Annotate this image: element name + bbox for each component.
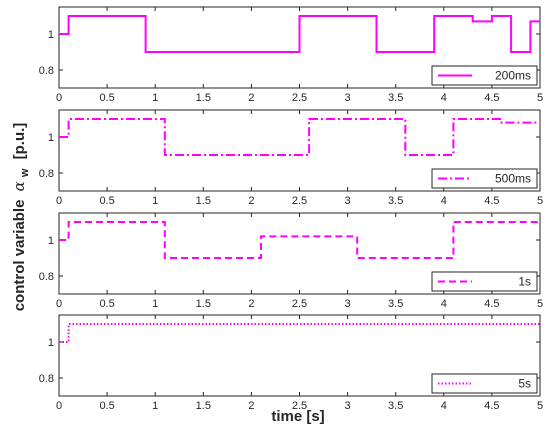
x-tick-label: 3.5 bbox=[388, 298, 403, 310]
x-tick-label: 4.5 bbox=[484, 92, 499, 104]
x-tick-label: 0 bbox=[56, 195, 62, 207]
x-tick-label: 5 bbox=[537, 92, 543, 104]
y-tick-label: 0.8 bbox=[39, 271, 54, 283]
x-tick-label: 1 bbox=[152, 298, 158, 310]
y-axis-title-unit: [p.u.] bbox=[11, 123, 28, 160]
legend-box bbox=[431, 271, 538, 292]
x-tick-label: 4.5 bbox=[484, 195, 499, 207]
chart-panels: 0 0.5 1 1.5 2 2.5 3 3.5 4 4.5 5 0.8 1 200ms 0 0.5 1 1.5 2 2… bbox=[39, 6, 543, 412]
x-tick-label: 3.5 bbox=[388, 92, 403, 104]
legend-label: 200ms bbox=[495, 69, 531, 83]
series-line bbox=[59, 15, 540, 53]
y-axis-title-subscript: w bbox=[19, 168, 31, 178]
y-axis-title: control variable α w [p.u.] bbox=[10, 123, 32, 312]
x-tick-label: 1.5 bbox=[196, 298, 211, 310]
series-line bbox=[59, 323, 540, 343]
x-tick-label: 5 bbox=[537, 298, 543, 310]
x-tick-label: 0.5 bbox=[99, 298, 114, 310]
x-tick-label: 1.5 bbox=[196, 195, 211, 207]
x-tick-label: 4 bbox=[441, 195, 447, 207]
x-tick-label: 0 bbox=[56, 92, 62, 104]
x-tick-label: 1 bbox=[152, 195, 158, 207]
y-tick-label: 0.8 bbox=[39, 65, 54, 77]
x-tick-label: 2 bbox=[248, 298, 254, 310]
x-tick-label: 4 bbox=[441, 298, 447, 310]
x-tick-label: 2.5 bbox=[292, 400, 307, 412]
series-line bbox=[59, 221, 540, 259]
x-tick-label: 2.5 bbox=[292, 92, 307, 104]
x-tick-label: 0 bbox=[56, 298, 62, 310]
y-tick-label: 0.8 bbox=[39, 373, 54, 385]
x-tick-label: 1.5 bbox=[196, 92, 211, 104]
y-tick-label: 1 bbox=[48, 29, 54, 41]
x-tick-label: 5 bbox=[537, 400, 543, 412]
x-tick-label: 2.5 bbox=[292, 298, 307, 310]
legend-label: 1s bbox=[518, 275, 531, 289]
x-tick-label: 0.5 bbox=[99, 400, 114, 412]
x-tick-label: 3 bbox=[345, 92, 351, 104]
x-tick-label: 0.5 bbox=[99, 92, 114, 104]
series-line bbox=[59, 118, 540, 156]
x-tick-label: 0.5 bbox=[99, 195, 114, 207]
x-tick-label: 3.5 bbox=[388, 195, 403, 207]
x-tick-label: 1 bbox=[152, 400, 158, 412]
x-tick-label: 4 bbox=[441, 92, 447, 104]
legend-label: 5s bbox=[518, 377, 531, 391]
chart-panel: 0 0.5 1 1.5 2 2.5 3 3.5 4 4.5 5 0.8 1 500ms bbox=[39, 109, 543, 207]
x-tick-label: 4.5 bbox=[484, 400, 499, 412]
x-tick-label: 2.5 bbox=[292, 195, 307, 207]
x-tick-label: 3 bbox=[345, 298, 351, 310]
y-axis-title-symbol: α bbox=[10, 181, 28, 191]
x-tick-label: 0 bbox=[56, 400, 62, 412]
x-tick-label: 2 bbox=[248, 92, 254, 104]
x-tick-label: 2 bbox=[248, 400, 254, 412]
y-tick-label: 1 bbox=[48, 235, 54, 247]
chart-panel: 0 0.5 1 1.5 2 2.5 3 3.5 4 4.5 5 0.8 1 5s bbox=[39, 314, 543, 412]
x-tick-label: 3 bbox=[345, 195, 351, 207]
y-axis-title-text: control variable bbox=[11, 200, 28, 312]
x-tick-label: 4.5 bbox=[484, 298, 499, 310]
legend-box bbox=[431, 168, 538, 189]
legend-label: 500ms bbox=[495, 172, 531, 186]
chart-panel: 0 0.5 1 1.5 2 2.5 3 3.5 4 4.5 5 0.8 1 1s bbox=[39, 212, 543, 310]
x-tick-label: 3.5 bbox=[388, 400, 403, 412]
y-tick-label: 1 bbox=[48, 337, 54, 349]
chart-panel: 0 0.5 1 1.5 2 2.5 3 3.5 4 4.5 5 0.8 1 200ms bbox=[39, 6, 543, 104]
legend-box bbox=[431, 65, 538, 86]
y-tick-label: 1 bbox=[48, 132, 54, 144]
x-tick-label: 5 bbox=[537, 195, 543, 207]
x-tick-label: 1 bbox=[152, 92, 158, 104]
x-axis-title: time [s] bbox=[271, 408, 324, 425]
x-tick-label: 3 bbox=[345, 400, 351, 412]
y-tick-label: 0.8 bbox=[39, 168, 54, 180]
legend-box bbox=[431, 373, 538, 394]
x-tick-label: 2 bbox=[248, 195, 254, 207]
x-tick-label: 4 bbox=[441, 400, 447, 412]
x-tick-label: 1.5 bbox=[196, 400, 211, 412]
